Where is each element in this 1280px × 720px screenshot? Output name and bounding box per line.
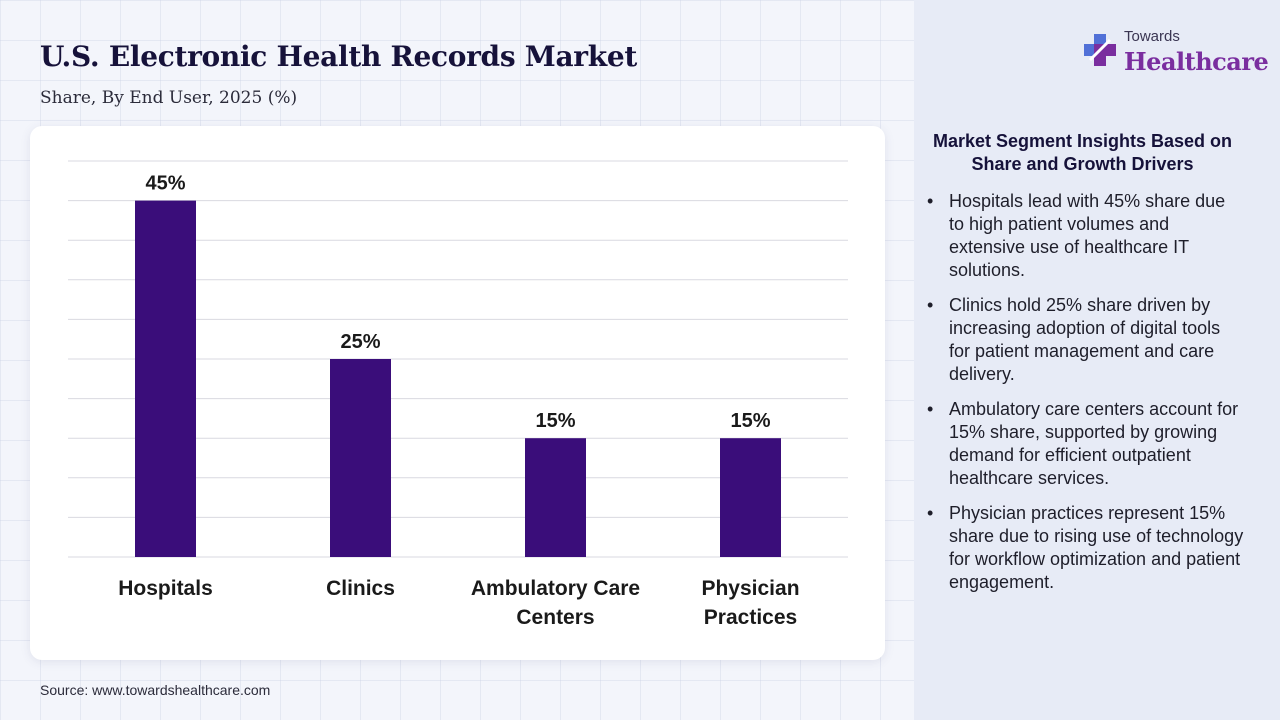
insights-title: Market Segment Insights Based on Share a… (932, 131, 1233, 174)
brand-logo: Towards Healthcare (1080, 28, 1269, 78)
logo-main-text: Healthcare (1124, 47, 1269, 76)
logo-top-text: Towards (1124, 28, 1180, 45)
chart-card: 45% 25% 15% 15% Hospitals Clinics Ambulatory … (30, 126, 885, 660)
chart-value-labels: 45% 25% 15% 15% (145, 173, 770, 433)
page-title: U.S. Electronic Health Records Market (40, 40, 637, 73)
category-label: Ambulatory Care Centers (471, 577, 640, 629)
chart-gridlines (68, 160, 848, 558)
insight-item: Hospitals lead with 45% share due to hig… (920, 190, 1245, 282)
insight-item: Clinics hold 25% share driven by increas… (920, 294, 1245, 386)
bar-value-label: 15% (535, 410, 575, 432)
bar-chart: 45% 25% 15% 15% Hospitals Clinics Ambulatory … (68, 160, 848, 629)
chart-panel: U.S. Electronic Health Records Market Sh… (30, 40, 885, 698)
bar-value-label: 45% (145, 173, 185, 195)
bar (135, 200, 196, 557)
bar-value-label: 15% (730, 410, 770, 432)
page-subtitle: Share, By End User, 2025 (%) (40, 88, 298, 108)
bar (720, 438, 781, 557)
bar-value-label: 25% (340, 331, 380, 353)
category-label: Physician Practices (701, 577, 799, 629)
insight-item: Physician practices represent 15% share … (920, 502, 1245, 594)
chart-category-labels: Hospitals Clinics Ambulatory Care Centers Ph… (118, 577, 799, 629)
category-label: Hospitals (118, 577, 213, 600)
insight-item: Ambulatory care centers account for 15% … (920, 398, 1245, 490)
bar (525, 438, 586, 557)
chart-bars (135, 200, 781, 557)
insights-list: Hospitals lead with 45% share due to hig… (920, 190, 1245, 606)
medical-cross-icon (1084, 34, 1116, 66)
category-label: Clinics (326, 577, 395, 600)
bar (330, 359, 391, 557)
source-note: Source: www.towardshealthcare.com (40, 682, 271, 698)
